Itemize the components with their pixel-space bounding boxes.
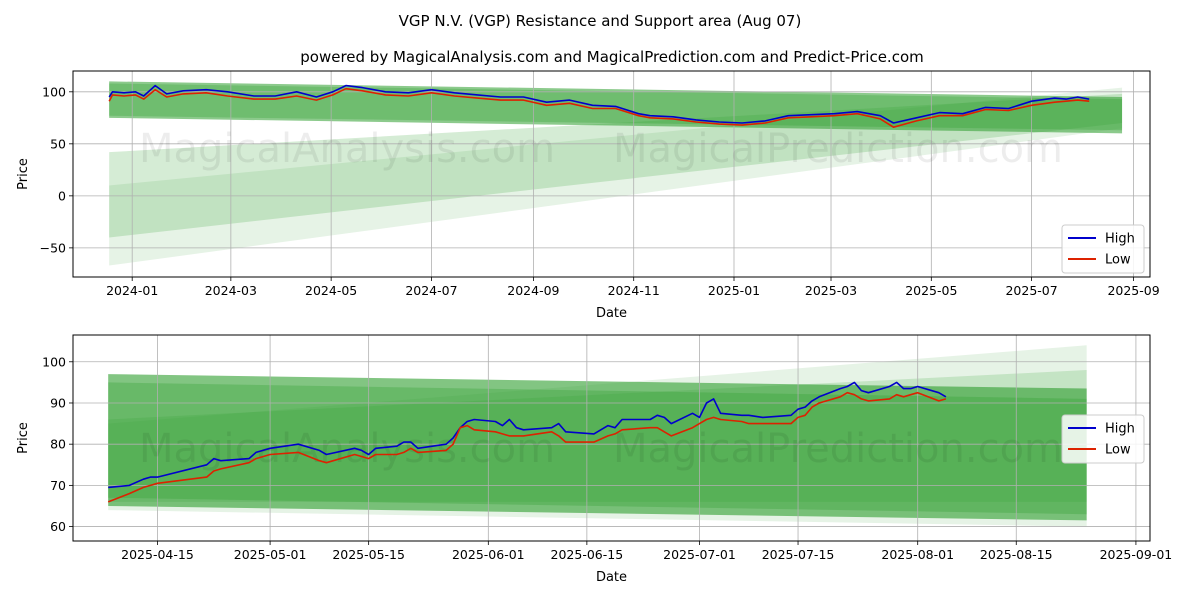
- chart-subtitle: powered by MagicalAnalysis.com and Magic…: [300, 48, 924, 66]
- legend: High Low: [1061, 224, 1145, 274]
- series-low-line: [107, 391, 947, 503]
- price-series: [107, 381, 947, 503]
- x-tick-label: 2025-05-01: [234, 547, 307, 562]
- x-tick-label: 2025-05: [905, 283, 957, 298]
- y-tick-label: 100: [42, 354, 66, 369]
- x-tick-label: 2025-09: [1107, 283, 1159, 298]
- x-tick-label: 2024-03: [205, 283, 257, 298]
- price-chart-zoomed: MagicalAnalysis.com MagicalPrediction.com…: [16, 334, 1172, 585]
- series-high-line: [108, 84, 1090, 124]
- resistance-support-bands: [109, 81, 1123, 266]
- plot-frame: [72, 334, 1151, 542]
- x-tick-label: 2025-08-01: [881, 547, 954, 562]
- band-0: [108, 374, 1087, 521]
- x-tick-label: 2024-07: [405, 283, 457, 298]
- legend-label-high: High: [1105, 232, 1135, 247]
- x-tick-label: 2025-08-15: [980, 547, 1053, 562]
- x-tick-label: 2024-09: [507, 283, 559, 298]
- plot-frame: [72, 70, 1151, 278]
- band-3: [109, 87, 1123, 266]
- x-axis-label: Date: [596, 570, 627, 585]
- x-tick-label: 2025-07-15: [762, 547, 835, 562]
- watermark: MagicalPrediction.com: [613, 426, 1063, 472]
- series-low-line: [108, 87, 1090, 128]
- chart-title: VGP N.V. (VGP) Resistance and Support ar…: [399, 12, 802, 30]
- y-tick-label: 90: [50, 395, 66, 410]
- band-1: [108, 382, 1087, 515]
- legend: High Low: [1061, 414, 1145, 464]
- x-axis: 2024-01 2024-03 2024-05 2024-07 2024-09 2024-…: [106, 277, 1160, 321]
- x-tick-label: 2025-01: [708, 283, 760, 298]
- x-tick-label: 2025-07: [1005, 283, 1057, 298]
- x-tick-label: 2025-04-15: [121, 547, 194, 562]
- grid-lines: [73, 335, 1150, 541]
- watermark: MagicalPrediction.com: [613, 126, 1063, 172]
- y-tick-label: 0: [58, 188, 66, 203]
- x-tick-label: 2025-05-15: [332, 547, 405, 562]
- y-tick-label: 50: [50, 136, 66, 151]
- x-axis: 2025-04-15 2025-05-01 2025-05-15 2025-06-01…: [121, 541, 1172, 585]
- y-axis-label: Price: [16, 158, 31, 190]
- y-tick-label: 70: [50, 478, 66, 493]
- x-tick-label: 2025-07-01: [663, 547, 736, 562]
- watermark: MagicalAnalysis.com: [139, 126, 555, 172]
- y-tick-label: −50: [40, 240, 66, 255]
- band-3: [108, 345, 1087, 527]
- legend-label-high: High: [1105, 422, 1135, 437]
- x-tick-label: 2025-06-15: [551, 547, 624, 562]
- legend-label-low: Low: [1105, 253, 1131, 268]
- x-tick-label: 2025-09-01: [1100, 547, 1173, 562]
- watermark: MagicalAnalysis.com: [139, 426, 555, 472]
- y-tick-label: 80: [50, 437, 66, 452]
- x-axis-label: Date: [596, 306, 627, 321]
- y-axis: −50 0 50 100 Price: [16, 84, 73, 255]
- price-chart-full-range: MagicalAnalysis.com MagicalPrediction.com…: [16, 70, 1160, 321]
- grid-lines: [73, 71, 1150, 277]
- y-tick-label: 100: [42, 84, 66, 99]
- price-series: [108, 84, 1090, 128]
- band-0: [109, 81, 1123, 134]
- y-tick-label: 60: [50, 519, 66, 534]
- x-tick-label: 2024-01: [106, 283, 158, 298]
- series-high-line: [108, 381, 947, 489]
- y-axis-label: Price: [16, 422, 31, 454]
- x-tick-label: 2025-06-01: [452, 547, 525, 562]
- resistance-support-bands: [108, 345, 1087, 527]
- x-tick-label: 2024-05: [305, 283, 357, 298]
- band-2: [109, 93, 1123, 238]
- x-tick-label: 2024-11: [608, 283, 660, 298]
- x-tick-label: 2025-03: [805, 283, 857, 298]
- legend-label-low: Low: [1105, 443, 1131, 458]
- y-axis: 60 70 80 90 100 Price: [16, 354, 73, 534]
